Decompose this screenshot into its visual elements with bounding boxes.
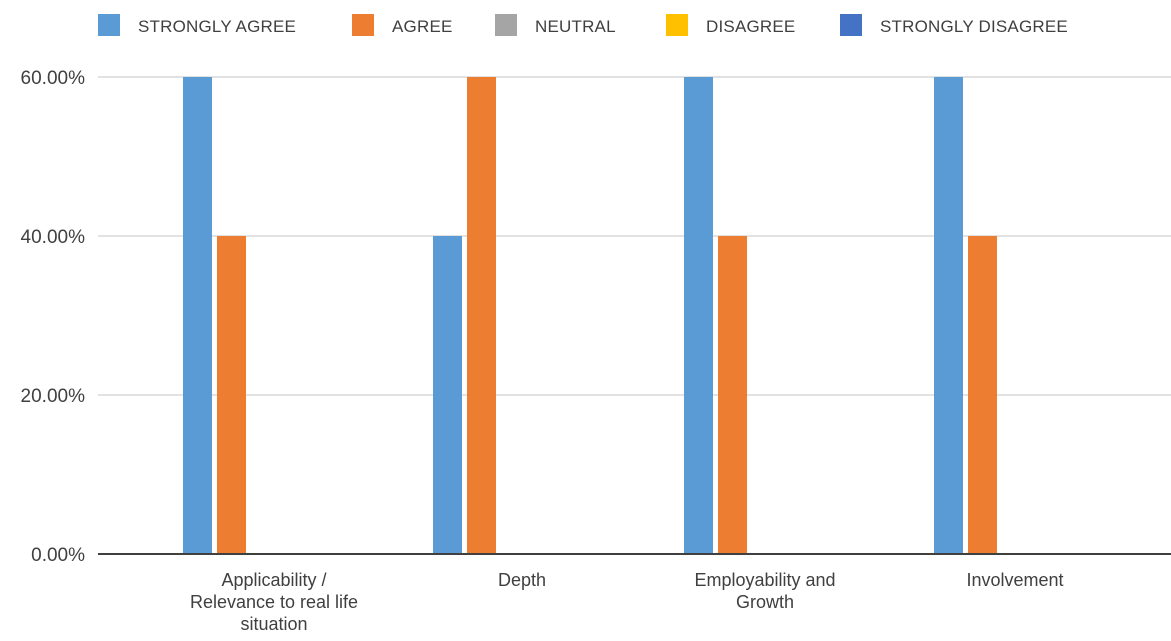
legend-swatch-strongly-agree	[98, 14, 120, 36]
y-tick-label: 40.00%	[21, 227, 86, 248]
bar-agree-applicability	[217, 236, 246, 554]
legend-label-neutral: NEUTRAL	[535, 17, 616, 36]
y-tick-label: 20.00%	[21, 386, 86, 407]
bar-strongly-agree-depth	[433, 236, 462, 554]
x-category-label-depth: Depth	[498, 570, 546, 590]
bar-agree-depth	[467, 77, 496, 554]
bar-strongly-agree-applicability	[183, 77, 212, 554]
legend-label-strongly-agree: STRONGLY AGREE	[138, 17, 296, 36]
bar-strongly-agree-employability-and	[684, 77, 713, 554]
gridlines	[98, 76, 1171, 396]
x-category-label-applicability: Applicability / Relevance to real life sit…	[190, 570, 358, 634]
bar-agree-involvement	[968, 236, 997, 554]
bar-strongly-agree-involvement	[934, 77, 963, 554]
x-category-label-employability-and: Employability and Growth	[694, 570, 835, 612]
legend-swatch-strongly-disagree	[840, 14, 862, 36]
legend-label-disagree: DISAGREE	[706, 17, 795, 36]
y-axis-tick-labels: 0.00% 20.00% 40.00% 60.00%	[21, 68, 86, 566]
x-category-label-involvement: Involvement	[966, 570, 1063, 590]
legend-swatch-neutral	[495, 14, 517, 36]
x-axis-category-labels: Applicability / Relevance to real life sit…	[190, 570, 1064, 634]
chart-legend: STRONGLY AGREE AGREE NEUTRAL DISAGREE STRONG…	[98, 14, 1068, 36]
legend-label-strongly-disagree: STRONGLY DISAGREE	[880, 17, 1068, 36]
bars	[183, 77, 997, 554]
bar-agree-employability-and	[718, 236, 747, 554]
legend-label-agree: AGREE	[392, 17, 453, 36]
legend-swatch-disagree	[666, 14, 688, 36]
y-tick-label: 0.00%	[31, 545, 85, 566]
y-tick-label: 60.00%	[21, 68, 86, 89]
legend-swatch-agree	[352, 14, 374, 36]
